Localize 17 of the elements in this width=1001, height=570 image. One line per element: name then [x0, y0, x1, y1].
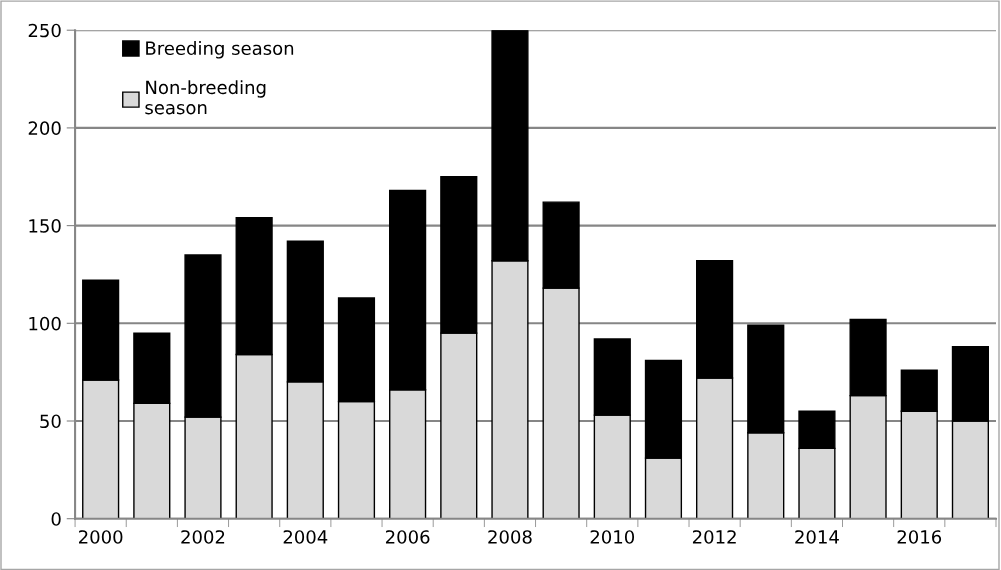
x-tick-label: 2000: [79, 530, 123, 544]
x-tick-label: 2008: [488, 530, 532, 544]
legend-label: Breeding season: [146, 41, 294, 59]
y-tick-label: 100: [29, 316, 61, 331]
x-tick-label: 2002: [181, 530, 225, 544]
y-tick-label: 200: [28, 121, 61, 136]
legend-label: Non-breeding season: [145, 80, 266, 115]
y-tick-label: 150: [29, 219, 61, 233]
x-tick-label: 2006: [385, 530, 430, 544]
x-tick-label: 2014: [795, 530, 839, 544]
x-tick-label: 2010: [590, 530, 635, 544]
x-tick-label: 2004: [283, 530, 328, 544]
x-tick-label: 2012: [692, 530, 736, 544]
y-tick-label: 50: [40, 414, 61, 429]
y-tick-label: 0: [51, 512, 61, 526]
y-tick-label: 250: [28, 23, 61, 38]
x-tick-label: 2016: [897, 530, 942, 544]
